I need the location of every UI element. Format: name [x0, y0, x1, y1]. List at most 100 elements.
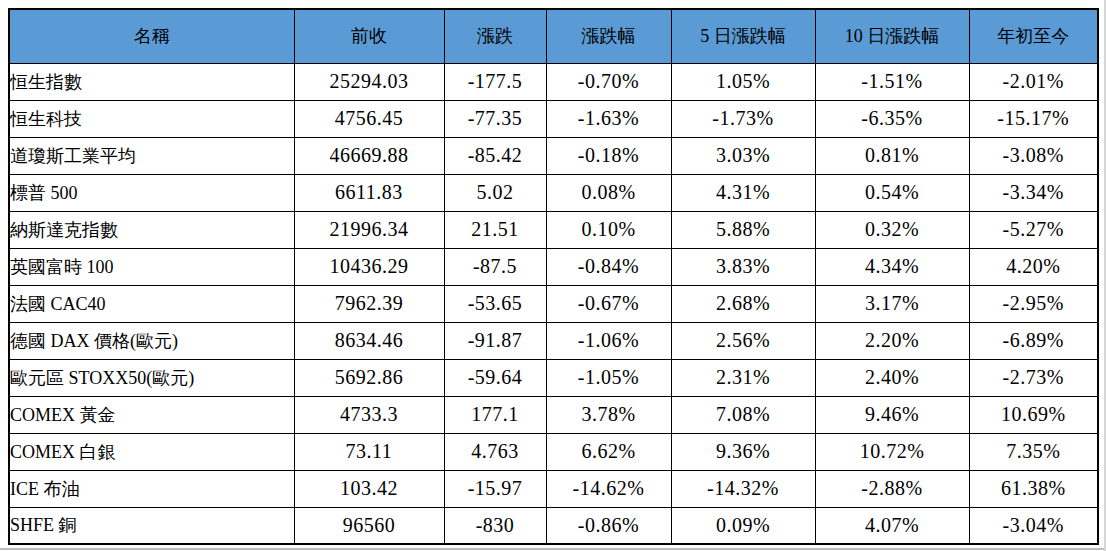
value-cell: -91.87	[444, 322, 546, 359]
value-cell: -1.63%	[546, 100, 671, 137]
column-header-5: 10 日漲跌幅	[815, 9, 969, 63]
table-row: 標普 5006611.835.020.08%4.31%0.54%-3.34%	[9, 174, 1098, 211]
frame-bottom-edge	[0, 548, 1106, 550]
value-cell: 9.46%	[815, 396, 969, 433]
index-name-cell: 法國 CAC40	[9, 285, 294, 322]
value-cell: 0.08%	[546, 174, 671, 211]
table-row: 歐元區 STOXX50(歐元)5692.86-59.64-1.05%2.31%2…	[9, 359, 1098, 396]
value-cell: -15.97	[444, 470, 546, 507]
value-cell: 61.38%	[969, 470, 1098, 507]
value-cell: -14.32%	[671, 470, 815, 507]
value-cell: -53.65	[444, 285, 546, 322]
market-indices-table: 名稱前收漲跌漲跌幅5 日漲跌幅10 日漲跌幅年初至今 恒生指數25294.03-…	[8, 8, 1099, 545]
value-cell: 9.36%	[671, 433, 815, 470]
value-cell: 7.35%	[969, 433, 1098, 470]
column-header-3: 漲跌幅	[546, 9, 671, 63]
value-cell: -59.64	[444, 359, 546, 396]
value-cell: 5692.86	[294, 359, 444, 396]
value-cell: 46669.88	[294, 137, 444, 174]
value-cell: 8634.46	[294, 322, 444, 359]
value-cell: -0.67%	[546, 285, 671, 322]
value-cell: -2.88%	[815, 470, 969, 507]
value-cell: 2.20%	[815, 322, 969, 359]
index-name-cell: ICE 布油	[9, 470, 294, 507]
table-row: COMEX 黃金4733.3177.13.78%7.08%9.46%10.69%	[9, 396, 1098, 433]
value-cell: -6.89%	[969, 322, 1098, 359]
value-cell: -15.17%	[969, 100, 1098, 137]
column-header-4: 5 日漲跌幅	[671, 9, 815, 63]
index-name-cell: COMEX 黃金	[9, 396, 294, 433]
value-cell: 6611.83	[294, 174, 444, 211]
value-cell: 0.10%	[546, 211, 671, 248]
value-cell: -5.27%	[969, 211, 1098, 248]
value-cell: -2.01%	[969, 63, 1098, 100]
index-name-cell: 道瓊斯工業平均	[9, 137, 294, 174]
table-row: 道瓊斯工業平均46669.88-85.42-0.18%3.03%0.81%-3.…	[9, 137, 1098, 174]
value-cell: 1.05%	[671, 63, 815, 100]
value-cell: -0.18%	[546, 137, 671, 174]
value-cell: 2.68%	[671, 285, 815, 322]
value-cell: 3.03%	[671, 137, 815, 174]
column-header-1: 前收	[294, 9, 444, 63]
value-cell: 177.1	[444, 396, 546, 433]
index-name-cell: 恒生指數	[9, 63, 294, 100]
table-row: 恒生指數25294.03-177.5-0.70%1.05%-1.51%-2.01…	[9, 63, 1098, 100]
value-cell: 5.02	[444, 174, 546, 211]
value-cell: -2.95%	[969, 285, 1098, 322]
table-row: COMEX 白銀73.114.7636.62%9.36%10.72%7.35%	[9, 433, 1098, 470]
value-cell: 25294.03	[294, 63, 444, 100]
value-cell: 0.54%	[815, 174, 969, 211]
value-cell: 103.42	[294, 470, 444, 507]
index-name-cell: 歐元區 STOXX50(歐元)	[9, 359, 294, 396]
value-cell: 6.62%	[546, 433, 671, 470]
index-name-cell: 恒生科技	[9, 100, 294, 137]
value-cell: 7.08%	[671, 396, 815, 433]
table-row: 納斯達克指數21996.3421.510.10%5.88%0.32%-5.27%	[9, 211, 1098, 248]
value-cell: 4733.3	[294, 396, 444, 433]
value-cell: -1.05%	[546, 359, 671, 396]
column-header-2: 漲跌	[444, 9, 546, 63]
table-body: 恒生指數25294.03-177.5-0.70%1.05%-1.51%-2.01…	[9, 63, 1098, 544]
value-cell: -1.06%	[546, 322, 671, 359]
column-header-0: 名稱	[9, 9, 294, 63]
table-row: 德國 DAX 價格(歐元)8634.46-91.87-1.06%2.56%2.2…	[9, 322, 1098, 359]
value-cell: 4756.45	[294, 100, 444, 137]
value-cell: -14.62%	[546, 470, 671, 507]
value-cell: -1.73%	[671, 100, 815, 137]
value-cell: 73.11	[294, 433, 444, 470]
table-header: 名稱前收漲跌漲跌幅5 日漲跌幅10 日漲跌幅年初至今	[9, 9, 1098, 63]
table-row: 法國 CAC407962.39-53.65-0.67%2.68%3.17%-2.…	[9, 285, 1098, 322]
value-cell: -1.51%	[815, 63, 969, 100]
value-cell: 10436.29	[294, 248, 444, 285]
column-header-6: 年初至今	[969, 9, 1098, 63]
value-cell: 4.20%	[969, 248, 1098, 285]
value-cell: 2.40%	[815, 359, 969, 396]
value-cell: -830	[444, 507, 546, 544]
value-cell: 3.78%	[546, 396, 671, 433]
value-cell: 96560	[294, 507, 444, 544]
value-cell: 10.72%	[815, 433, 969, 470]
value-cell: -6.35%	[815, 100, 969, 137]
screenshot-frame: 名稱前收漲跌漲跌幅5 日漲跌幅10 日漲跌幅年初至今 恒生指數25294.03-…	[0, 0, 1106, 551]
value-cell: 7962.39	[294, 285, 444, 322]
value-cell: 4.34%	[815, 248, 969, 285]
value-cell: -85.42	[444, 137, 546, 174]
value-cell: -177.5	[444, 63, 546, 100]
value-cell: -2.73%	[969, 359, 1098, 396]
table-row: 恒生科技4756.45-77.35-1.63%-1.73%-6.35%-15.1…	[9, 100, 1098, 137]
value-cell: 3.83%	[671, 248, 815, 285]
value-cell: 10.69%	[969, 396, 1098, 433]
value-cell: 21996.34	[294, 211, 444, 248]
index-name-cell: 德國 DAX 價格(歐元)	[9, 322, 294, 359]
table-row: ICE 布油103.42-15.97-14.62%-14.32%-2.88%61…	[9, 470, 1098, 507]
value-cell: -3.34%	[969, 174, 1098, 211]
value-cell: 4.763	[444, 433, 546, 470]
table-row: 英國富時 10010436.29-87.5-0.84%3.83%4.34%4.2…	[9, 248, 1098, 285]
value-cell: 0.09%	[671, 507, 815, 544]
value-cell: 3.17%	[815, 285, 969, 322]
table-row: SHFE 銅96560-830-0.86%0.09%4.07%-3.04%	[9, 507, 1098, 544]
value-cell: 5.88%	[671, 211, 815, 248]
value-cell: 0.32%	[815, 211, 969, 248]
value-cell: 2.31%	[671, 359, 815, 396]
value-cell: -3.08%	[969, 137, 1098, 174]
